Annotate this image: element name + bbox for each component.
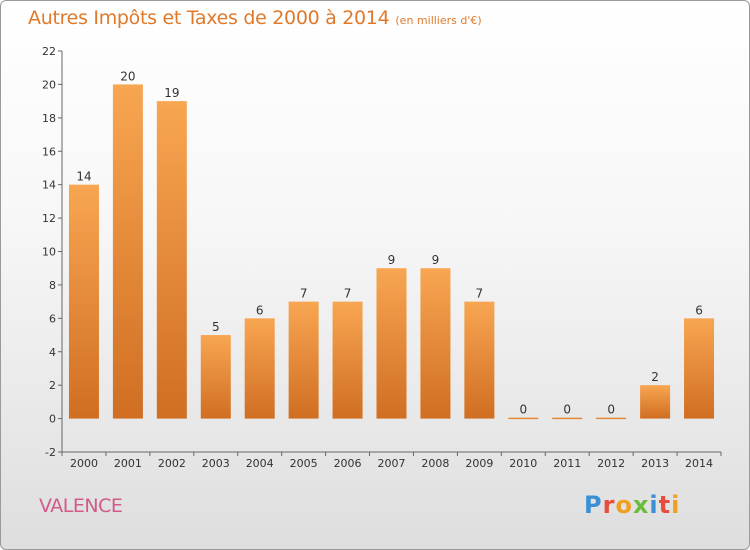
bar-2009: [464, 301, 495, 419]
data-label-2008: 9: [432, 253, 440, 267]
bar-2010: [508, 417, 539, 420]
logo-letter: i: [671, 491, 681, 519]
logo-letter: t: [658, 491, 672, 519]
y-tick-label: 10: [42, 246, 56, 259]
bar-2012: [596, 417, 627, 420]
bar-2006: [332, 301, 363, 419]
data-label-2000: 14: [76, 170, 91, 184]
x-tick-label: 2012: [597, 457, 625, 470]
logo-letter: x: [632, 491, 650, 519]
bar-2011: [552, 417, 583, 420]
chart-bars: [68, 84, 715, 420]
bar-2000: [68, 184, 99, 419]
data-label-2001: 20: [120, 69, 135, 83]
x-tick-label: 2003: [202, 457, 230, 470]
x-tick-label: 2007: [378, 457, 406, 470]
data-label-2013: 2: [651, 370, 659, 384]
logo-letter: o: [615, 491, 633, 519]
x-tick-label: 2002: [158, 457, 186, 470]
proxiti-logo: Proxiti: [584, 491, 680, 519]
logo-letter: P: [584, 491, 603, 519]
x-tick-label: 2006: [334, 457, 362, 470]
x-tick-label: 2008: [421, 457, 449, 470]
y-tick-label: 2: [49, 379, 56, 392]
bar-2001: [112, 84, 143, 419]
data-label-2011: 0: [563, 403, 571, 417]
x-tick-label: 2010: [509, 457, 537, 470]
x-tick-label: 2011: [553, 457, 581, 470]
x-tick-label: 2009: [465, 457, 493, 470]
chart-title: Autres Impôts et Taxes de 2000 à 2014 (en…: [28, 7, 482, 29]
x-tick-label: 2004: [246, 457, 274, 470]
y-tick-label: 20: [42, 78, 56, 91]
data-label-2005: 7: [300, 287, 308, 301]
y-tick-label: 12: [42, 212, 56, 225]
y-tick-label: 14: [42, 179, 56, 192]
bar-2002: [156, 101, 187, 419]
chart-subtitle: (en milliers d'€): [395, 14, 482, 27]
data-label-2007: 9: [388, 253, 396, 267]
data-label-2014: 6: [695, 303, 703, 317]
data-label-2004: 6: [256, 303, 264, 317]
y-tick-label: 4: [49, 346, 56, 359]
x-tick-label: 2014: [685, 457, 713, 470]
y-tick-label: 16: [42, 145, 56, 158]
data-label-2012: 0: [607, 403, 615, 417]
bar-2013: [640, 385, 671, 419]
city-name: VALENCE: [39, 495, 123, 517]
y-tick-label: -2: [45, 446, 56, 459]
logo-letter: i: [649, 491, 659, 519]
data-label-2009: 7: [476, 287, 484, 301]
y-tick-label: 0: [49, 413, 56, 426]
y-tick-label: 8: [49, 279, 56, 292]
x-tick-label: 2013: [641, 457, 669, 470]
x-tick-label: 2001: [114, 457, 142, 470]
data-label-2002: 19: [164, 86, 179, 100]
bar-2005: [288, 301, 319, 419]
chart-data-labels: 14 20 19 5 6 7 7 9 9 7 0 0 0 2 6: [76, 69, 703, 416]
y-tick-label: 6: [49, 312, 56, 325]
x-tick-label: 2000: [70, 457, 98, 470]
y-tick-label: 22: [42, 45, 56, 58]
bar-2008: [420, 268, 451, 419]
bar-2007: [376, 268, 407, 419]
logo-letter: r: [602, 491, 616, 519]
bar-2003: [200, 335, 231, 419]
bar-2014: [684, 318, 715, 419]
data-label-2003: 5: [212, 320, 220, 334]
x-tick-label: 2005: [290, 457, 318, 470]
data-label-2010: 0: [519, 403, 527, 417]
data-label-2006: 7: [344, 287, 352, 301]
bar-2004: [244, 318, 275, 419]
y-tick-label: 18: [42, 112, 56, 125]
